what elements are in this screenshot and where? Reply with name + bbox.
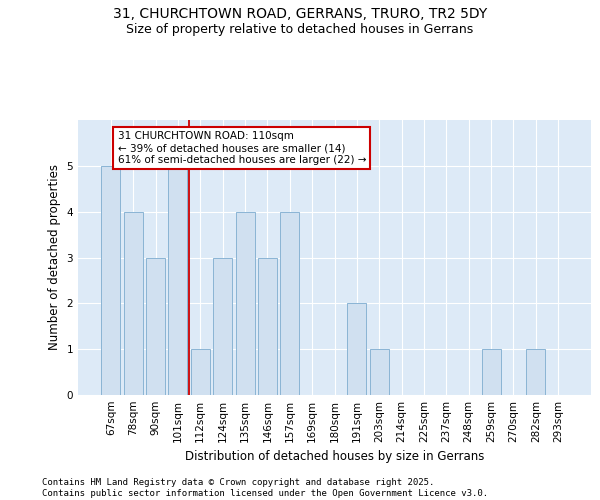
Bar <box>347 304 367 395</box>
Bar <box>526 349 545 395</box>
Bar <box>258 258 277 395</box>
Text: 31, CHURCHTOWN ROAD, GERRANS, TRURO, TR2 5DY: 31, CHURCHTOWN ROAD, GERRANS, TRURO, TR2… <box>113 8 487 22</box>
Text: 31 CHURCHTOWN ROAD: 110sqm
← 39% of detached houses are smaller (14)
61% of semi: 31 CHURCHTOWN ROAD: 110sqm ← 39% of deta… <box>118 132 366 164</box>
Bar <box>370 349 389 395</box>
Y-axis label: Number of detached properties: Number of detached properties <box>48 164 61 350</box>
Bar <box>213 258 232 395</box>
X-axis label: Distribution of detached houses by size in Gerrans: Distribution of detached houses by size … <box>185 450 484 464</box>
Bar <box>124 212 143 395</box>
Text: Size of property relative to detached houses in Gerrans: Size of property relative to detached ho… <box>127 22 473 36</box>
Bar <box>482 349 500 395</box>
Bar <box>101 166 121 395</box>
Bar <box>191 349 210 395</box>
Bar <box>236 212 254 395</box>
Bar <box>169 166 187 395</box>
Bar <box>280 212 299 395</box>
Bar <box>146 258 165 395</box>
Text: Contains HM Land Registry data © Crown copyright and database right 2025.
Contai: Contains HM Land Registry data © Crown c… <box>42 478 488 498</box>
